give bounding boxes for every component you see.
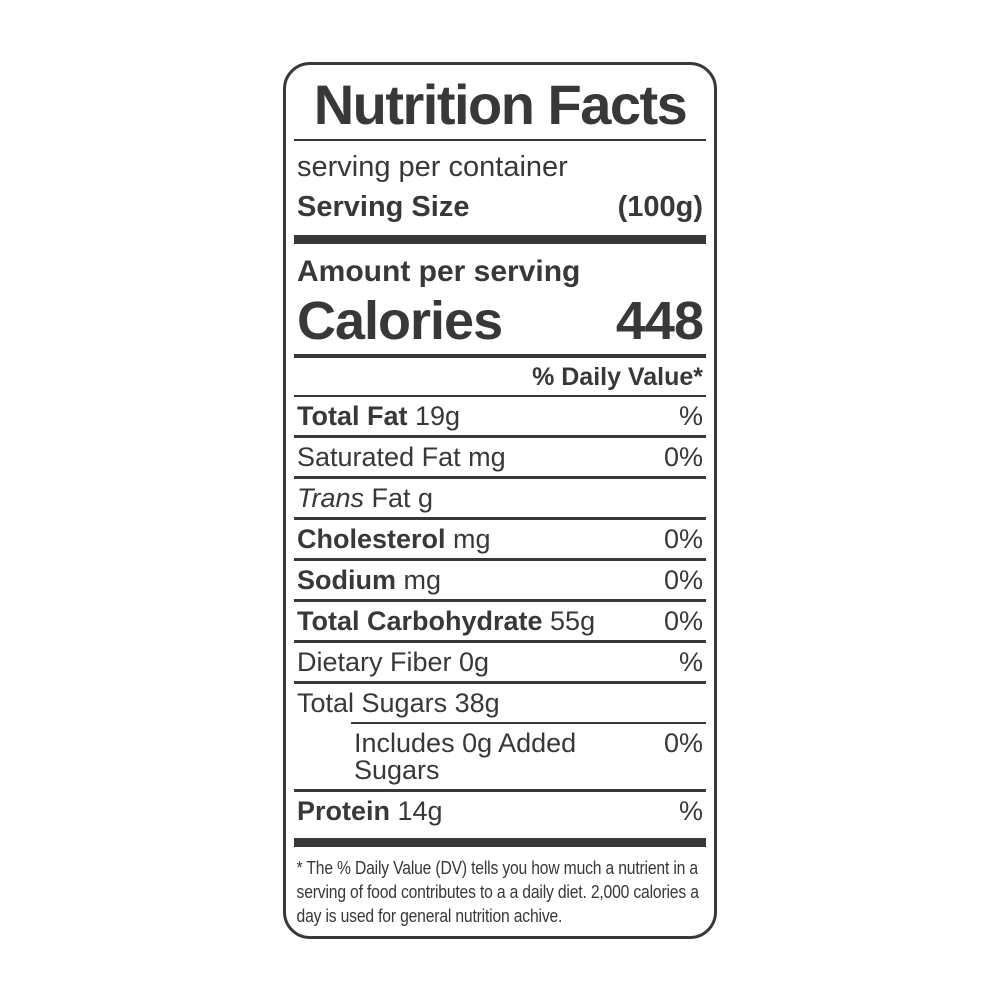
nutrient-name: Total Carbohydrate 55g bbox=[297, 606, 596, 637]
nutrient-row-total-sugars: Total Sugars 38g bbox=[294, 684, 706, 722]
nutrition-facts-label: Nutrition Facts serving per container Se… bbox=[283, 62, 717, 939]
nutrient-dv: % bbox=[678, 795, 703, 826]
serving-size-row: Serving Size (100g) bbox=[294, 186, 706, 228]
servings-per-container: serving per container bbox=[297, 151, 568, 184]
thick-divider-bottom bbox=[294, 837, 706, 847]
nutrient-row-protein: Protein 14g % bbox=[294, 792, 706, 830]
daily-value-divider bbox=[294, 395, 706, 398]
thick-divider-top bbox=[294, 235, 706, 245]
nutrient-row-sodium: Sodium mg 0% bbox=[294, 561, 706, 603]
nutrient-dv: 0% bbox=[663, 524, 703, 555]
nutrient-dv: 0% bbox=[663, 565, 703, 596]
nutrient-row-dietary-fiber: Dietary Fiber 0g % bbox=[294, 643, 706, 685]
nutrient-name: Dietary Fiber 0g bbox=[297, 647, 490, 678]
serving-size-label: Serving Size bbox=[297, 191, 470, 224]
nutrient-row-saturated-fat: Saturated Fat mg 0% bbox=[294, 438, 706, 480]
nutrient-name: Saturated Fat mg bbox=[297, 442, 506, 473]
nutrient-dv: 0% bbox=[663, 727, 703, 758]
nutrient-name: Total Sugars 38g bbox=[297, 688, 500, 719]
nutrient-row-added-sugars: Includes 0g Added Sugars 0% bbox=[294, 724, 706, 792]
nutrient-dv: 0% bbox=[663, 442, 703, 473]
daily-value-footnote: * The % Daily Value (DV) tells you how m… bbox=[296, 857, 699, 926]
nutrient-name: Includes 0g Added Sugars bbox=[354, 727, 577, 785]
nutrient-row-total-fat: Total Fat 19g % bbox=[294, 397, 706, 439]
nutrient-row-cholesterol: Cholesterol mg 0% bbox=[294, 520, 706, 562]
serving-size-value: (100g) bbox=[617, 191, 703, 224]
calories-label: Calories bbox=[297, 291, 503, 352]
nutrient-name: Cholesterol mg bbox=[297, 524, 491, 555]
nutrient-row-total-carbohydrate: Total Carbohydrate 55g 0% bbox=[294, 602, 706, 644]
calories-row: Calories 448 bbox=[294, 293, 706, 349]
nutrient-dv: % bbox=[678, 401, 703, 432]
calories-value: 448 bbox=[615, 291, 704, 352]
amount-per-serving: Amount per serving bbox=[297, 255, 581, 289]
nutrient-dv: 0% bbox=[663, 606, 703, 637]
nutrient-name: Total Fat 19g bbox=[297, 401, 461, 432]
total-sugars-indented-divider bbox=[351, 722, 706, 724]
nutrient-name: Protein 14g bbox=[297, 795, 443, 826]
daily-value-header: % Daily Value* bbox=[532, 363, 703, 392]
calories-divider bbox=[294, 354, 706, 359]
title-divider bbox=[294, 139, 706, 142]
nutrient-name: Trans Fat g bbox=[297, 483, 434, 514]
nutrient-name: Sodium mg bbox=[297, 565, 442, 596]
nutrient-dv: % bbox=[678, 647, 703, 678]
label-title: Nutrition Facts bbox=[313, 73, 688, 136]
nutrient-row-trans-fat: Trans Fat g bbox=[294, 479, 706, 521]
